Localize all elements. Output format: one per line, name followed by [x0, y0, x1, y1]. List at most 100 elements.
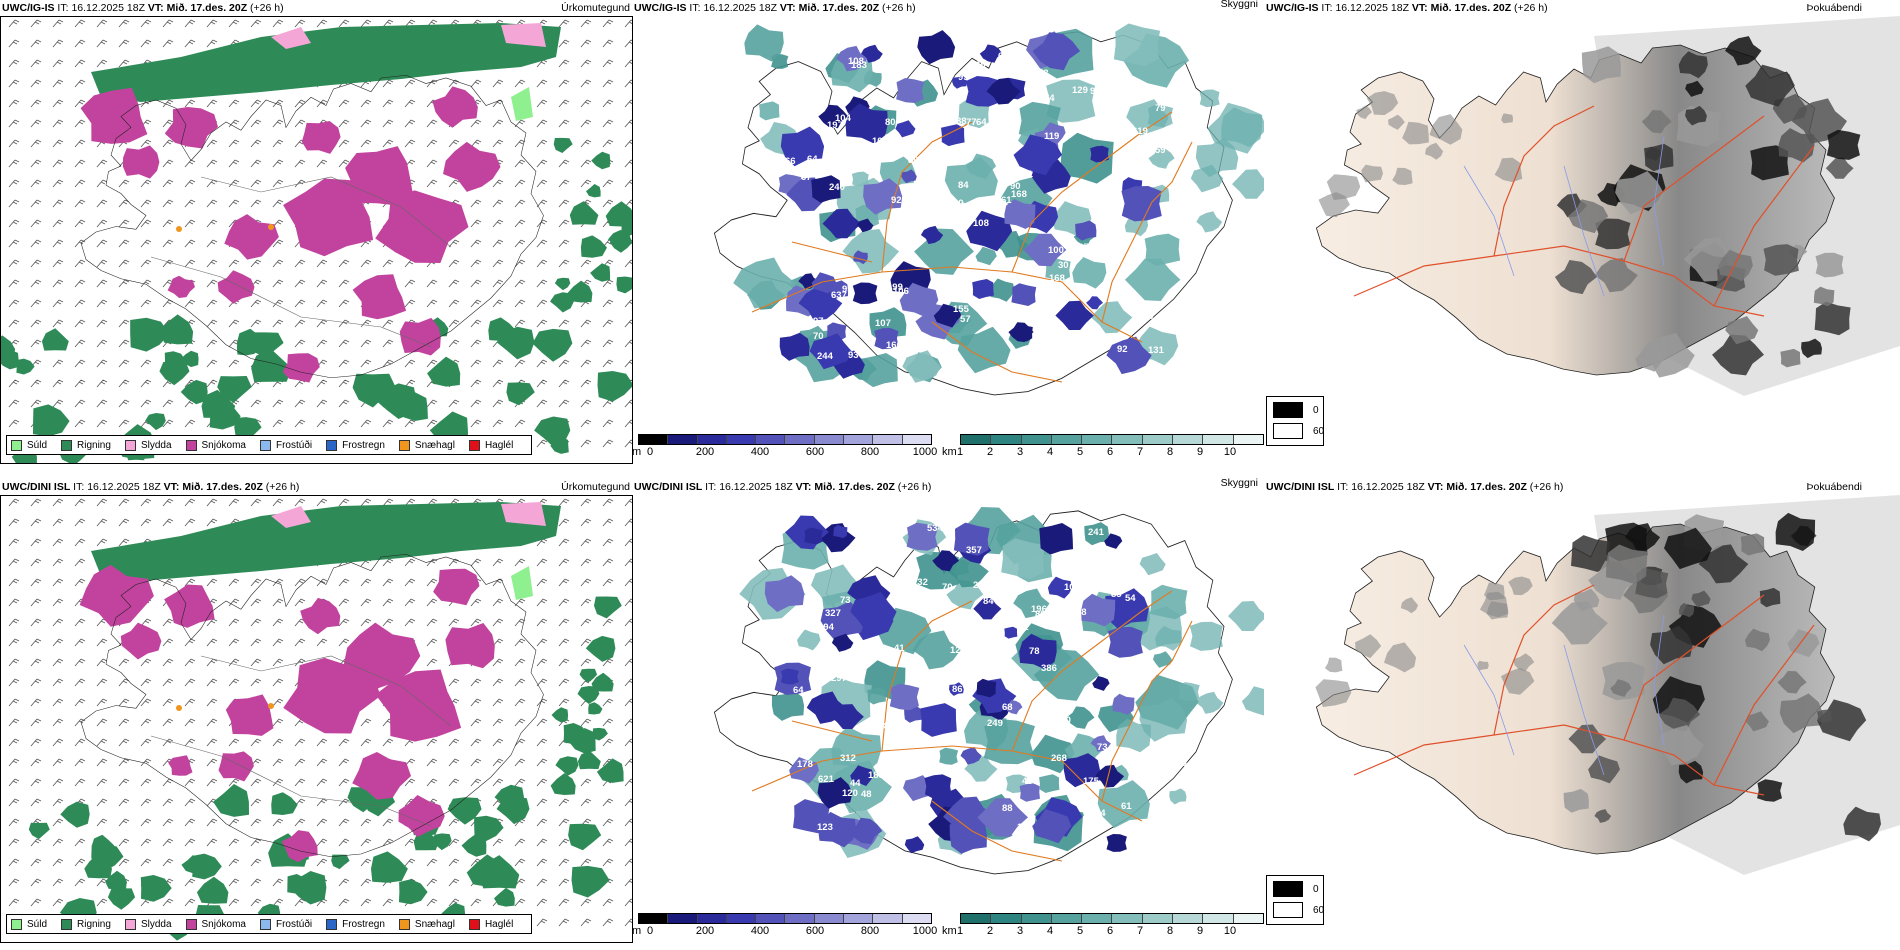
- colorbar-tick: 4: [1046, 446, 1054, 458]
- ceiling-value-label: 108: [973, 218, 989, 229]
- model-name: UWC/DINI ISL: [634, 481, 703, 493]
- ceiling-value-label: 113: [1017, 822, 1032, 833]
- ceiling-value-label: 123: [817, 822, 833, 833]
- ceiling-value-label: 165: [1040, 314, 1057, 325]
- legend-swatch: [61, 439, 73, 451]
- ceiling-value-label: 70: [1143, 311, 1154, 322]
- legend-label: Frostúði: [275, 918, 313, 930]
- ceiling-value-label: 94: [1090, 86, 1101, 97]
- colorbar-tick: 5: [1076, 925, 1084, 937]
- ceiling-visibility-panel: UWC/IG-IS IT: 16.12.2025 18Z VT: Mið. 17…: [632, 0, 1324, 460]
- colorbar-tick: 400: [750, 925, 770, 937]
- legend-item: Snæhagl: [398, 439, 455, 451]
- ceiling-value-label: 84: [958, 180, 969, 191]
- model-name: UWC/IG-IS: [634, 2, 687, 14]
- precip-map[interactable]: [0, 16, 633, 464]
- colorbar-tick: 6: [1106, 925, 1114, 937]
- lead-time: (+26 h): [882, 2, 916, 14]
- legend-item: Slydda: [124, 918, 172, 930]
- ceiling-value-label: 183: [868, 770, 884, 781]
- fog-map[interactable]: [1264, 495, 1900, 905]
- legend-swatch: [185, 918, 197, 930]
- ceiling-colorbar: m 0 200 400 600 800 1000: [632, 434, 937, 460]
- sleet-area: [501, 502, 546, 526]
- ceiling-value-label: 249: [987, 718, 1003, 729]
- ceiling-map[interactable]: 268 194 44 108 91 48 249 170 401 126 113 88 175 58 68 5…: [632, 501, 1264, 909]
- legend-label: Frostregn: [342, 439, 385, 451]
- legend-item: Frostúði: [259, 918, 313, 930]
- ceiling-value-label: 357: [966, 545, 982, 556]
- legend-label: Snæhagl: [414, 918, 455, 930]
- legend-swatch: [124, 439, 136, 451]
- vt-label: VT:: [1427, 481, 1444, 493]
- colorbar-tick: 0: [646, 925, 654, 937]
- ceiling-value-label: 93: [848, 350, 859, 361]
- fog-legend-label: 0: [1313, 404, 1319, 416]
- precip-legend: Súld Rigning Slydda Snjókoma Frostúði Frostre…: [6, 435, 533, 455]
- ceiling-value-label: 196: [1031, 604, 1047, 615]
- colorbar-unit: km: [942, 446, 957, 458]
- ceiling-value-label: 85: [1111, 589, 1122, 600]
- colorbar-tick: 3: [1016, 446, 1024, 458]
- ceiling-value-label: 41: [894, 643, 905, 654]
- model-name: UWC/DINI ISL: [2, 481, 71, 493]
- colorbar-tick: 800: [860, 925, 880, 937]
- legend-swatch: [398, 439, 410, 451]
- ceiling-value-label: 10: [866, 166, 877, 177]
- ceiling-value-label: 244: [817, 351, 834, 362]
- vt-value: Mið. 17.des. 20Z: [182, 481, 263, 493]
- fog-legend-item: 60: [1273, 423, 1324, 439]
- colorbar-tick: 600: [805, 925, 825, 937]
- ceiling-value-label: 327: [825, 608, 841, 619]
- fog-header: UWC/DINI ISL IT: 16.12.2025 18Z VT: Mið.…: [1266, 481, 1563, 494]
- ceiling-value-label: 129: [1072, 85, 1088, 96]
- ceiling-value-label: 45: [1002, 577, 1013, 588]
- colorbar-tick: 8: [1166, 925, 1174, 937]
- fog-legend: 0 60: [1266, 875, 1324, 925]
- colorbar-tick: 600: [805, 446, 825, 458]
- ceiling-map[interactable]: 108 197 229 97 79 106 73 64 74 61 183 131 240 79 321 11…: [632, 22, 1264, 430]
- legend-label: Frostregn: [342, 918, 385, 930]
- ceiling-value-label: 107: [875, 318, 891, 329]
- ceiling-value-label: 80: [872, 301, 883, 312]
- ceiling-value-label: 106: [893, 286, 909, 297]
- legend-swatch: [468, 439, 480, 451]
- ceiling-value-label: 87: [1068, 634, 1079, 645]
- ceiling-field: [778, 30, 1162, 379]
- ceiling-value-label: 91: [1018, 622, 1029, 633]
- colorbar-unit: m: [632, 446, 642, 458]
- vt-value: Mið. 17.des. 20Z: [798, 2, 880, 14]
- colorbar-unit: m: [632, 925, 642, 937]
- ceiling-value-label: 60: [953, 198, 964, 209]
- ceiling-value-label: 61: [1001, 195, 1012, 206]
- it-value: 16.12.2025 18Z: [1351, 481, 1425, 493]
- ceiling-value-label: 81: [1102, 565, 1113, 576]
- ceiling-value-label: 92: [1117, 344, 1128, 355]
- colorbar-tick: 8: [1166, 446, 1174, 458]
- coastline: [80, 553, 544, 858]
- colorbar-strip: [638, 434, 932, 445]
- vt-label: VT:: [779, 2, 796, 14]
- ceiling-value-label: 74: [1111, 89, 1122, 100]
- ceiling-value-label: 100: [1055, 715, 1071, 726]
- sleet-area: [501, 23, 546, 47]
- forecast-row: UWC/DINI ISL IT: 16.12.2025 18Z VT: Mið.…: [0, 477, 1900, 949]
- ceiling-value-label: 78: [1029, 646, 1040, 657]
- ceiling-value-label: 79: [1012, 171, 1023, 182]
- colorbar-tick: 200: [695, 925, 715, 937]
- model-name: UWC/DINI ISL: [1266, 481, 1335, 493]
- legend-label: Súld: [27, 439, 48, 451]
- precip-type-panel: UWC/IG-IS IT: 16.12.2025 18Z VT: Mið. 17…: [0, 0, 633, 464]
- ceiling-value-label: 132: [912, 577, 928, 588]
- ceiling-value-label: 65: [975, 60, 986, 71]
- legend-swatch: [11, 439, 22, 451]
- precip-header: UWC/DINI ISL IT: 16.12.2025 18Z VT: Mið.…: [2, 481, 299, 494]
- model-name: UWC/IG-IS: [2, 2, 55, 14]
- it-label: IT:: [57, 2, 69, 14]
- legend-label: Haglél: [484, 439, 514, 451]
- precip-header: UWC/IG-IS IT: 16.12.2025 18Z VT: Mið. 17…: [2, 2, 284, 15]
- legend-swatch: [398, 918, 410, 930]
- ceiling-value-label: 88: [956, 116, 967, 127]
- fog-map[interactable]: [1264, 16, 1900, 426]
- precip-map[interactable]: [0, 495, 633, 943]
